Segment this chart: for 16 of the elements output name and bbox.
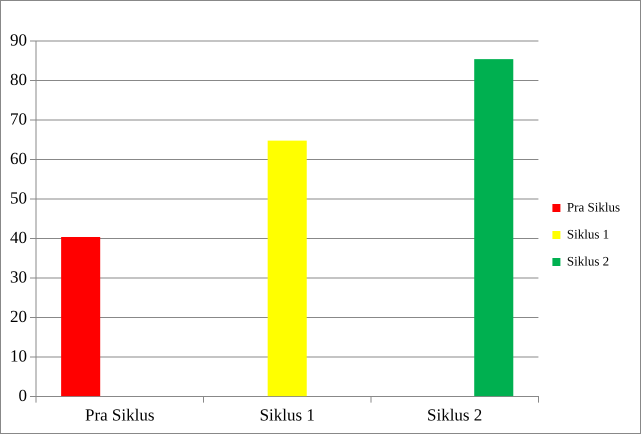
y-tick-label: 80 (10, 70, 27, 89)
legend-label: Siklus 1 (566, 226, 610, 242)
y-tick-label: 70 (10, 109, 27, 128)
y-tick-label: 90 (10, 30, 27, 50)
legend-label: Pra Siklus (566, 199, 620, 214)
y-tick-label: 0 (18, 386, 27, 406)
y-tick-label: 60 (10, 149, 27, 168)
x-tick-label: Siklus 1 (260, 405, 315, 424)
x-tick-label: Siklus 2 (427, 405, 482, 424)
legend-label: Siklus 2 (566, 253, 610, 268)
y-tick-label: 20 (10, 307, 27, 326)
x-tick-label: Pra Siklus (85, 405, 154, 424)
y-tick-label: 10 (10, 346, 27, 366)
y-tick-label: 50 (10, 188, 27, 208)
y-tick-label: 30 (10, 268, 27, 287)
y-tick-label: 40 (10, 228, 27, 248)
